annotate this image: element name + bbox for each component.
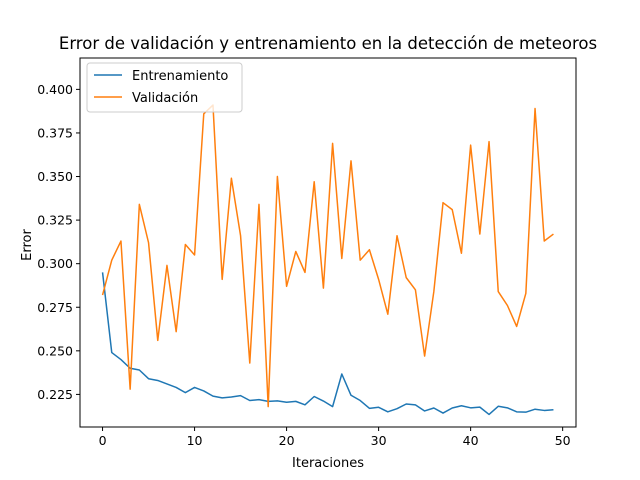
y-tick-label: 0.275 (37, 300, 73, 315)
y-axis: 0.225 0.250 0.275 0.300 0.325 0.350 0.375 0.400 (37, 82, 80, 402)
series-line-validacion (101, 104, 554, 408)
legend-box (86, 62, 243, 113)
series-line-entrenamiento (101, 272, 554, 416)
series-layer (101, 104, 554, 416)
x-tick-label: 40 (463, 433, 479, 448)
y-axis-label: Error (20, 229, 35, 261)
x-tick-label: 50 (555, 433, 571, 448)
chart-title: Error de validación y entrenamiento en l… (59, 34, 597, 53)
x-axis-label: Iteraciones (292, 456, 364, 471)
y-tick-label: 0.375 (37, 125, 73, 140)
x-tick-label: 30 (371, 433, 387, 448)
plot-frame (79, 57, 577, 428)
legend: Entrenamiento Validación (86, 62, 243, 113)
legend-label-entrenamiento: Entrenamiento (132, 69, 228, 84)
y-tick-label: 0.225 (37, 387, 73, 402)
x-axis: 0 10 20 30 40 50 (99, 427, 571, 448)
y-tick-label: 0.250 (37, 343, 73, 358)
y-tick-label: 0.300 (37, 256, 73, 271)
x-tick-label: 0 (99, 433, 107, 448)
x-tick-label: 20 (279, 433, 295, 448)
legend-label-validacion: Validación (132, 91, 198, 106)
y-tick-label: 0.400 (37, 82, 73, 97)
y-tick-label: 0.350 (37, 169, 73, 184)
x-tick-label: 10 (187, 433, 203, 448)
y-tick-label: 0.325 (37, 213, 73, 228)
